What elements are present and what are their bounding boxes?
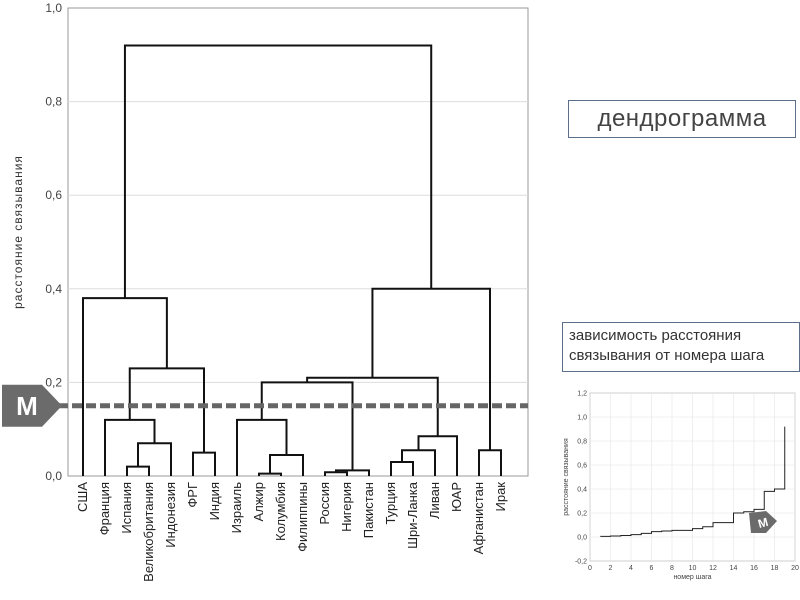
dendrogram-y-axis-label: расстояние связывания <box>11 155 25 309</box>
dendrogram-leaf-label: Франция <box>97 482 112 535</box>
mini-y-axis-label: расстояние связывания <box>563 438 570 516</box>
dendrogram-leaf-label: Индия <box>207 482 222 520</box>
dendrogram-plot-frame <box>67 7 529 477</box>
dendrogram-leaf-labels: США Франция Испания Великобритания Индонезия… <box>75 481 508 582</box>
dendrogram-y-ticks: 0,0 0,2 0,4 0,6 0,8 1,0 <box>45 1 62 483</box>
dependency-caption-line1: зависимость расстояния <box>569 327 742 344</box>
mini-marker-icon: М <box>749 511 777 533</box>
dendrogram-leaf-label: ФРГ <box>185 482 200 508</box>
dendrogram-y-tick-label: 0,0 <box>45 469 62 483</box>
mini-gridlines <box>589 392 796 562</box>
dendrogram-leaf-label: Россия <box>317 482 332 525</box>
mini-y-tick-label: 0,2 <box>577 511 587 518</box>
dendrogram-leaf-label: ЮАР <box>449 482 464 512</box>
linkage-step-chart: 0 2 4 6 8 10 12 14 16 18 20 -0,2 0,0 0,2 0,4 0,6 0,8 1,0… <box>563 391 799 582</box>
dendrogram-leaf-label: Алжир <box>251 482 266 521</box>
mini-y-ticks: -0,2 0,0 0,2 0,4 0,6 0,8 1,0 1,2 <box>575 391 587 566</box>
mini-x-tick-label: 10 <box>689 565 697 572</box>
mini-x-tick-label: 4 <box>629 565 633 572</box>
mini-x-tick-label: 14 <box>730 565 738 572</box>
dendrogram-link <box>123 44 433 299</box>
cut-marker-letter: М <box>16 391 38 421</box>
mini-y-tick-label: 0,4 <box>577 487 587 494</box>
dendrogram-leaf-label: Израиль <box>229 482 244 534</box>
mini-marker-shape <box>749 511 777 533</box>
mini-y-tick-label: 0,8 <box>577 439 587 446</box>
dendrogram-title-box: дендрограмма <box>568 100 796 138</box>
cut-level-marker: М <box>2 384 528 427</box>
mini-x-tick-label: 12 <box>709 565 717 572</box>
dendrogram-leaf-label: Ирак <box>493 482 508 512</box>
mini-x-tick-label: 2 <box>609 565 613 572</box>
dendrogram-leaf-label: Нигерия <box>339 482 354 532</box>
dendrogram-leaf-label: Афганистан <box>471 482 486 554</box>
dendrogram-y-tick-label: 0,6 <box>45 188 62 202</box>
mini-x-tick-label: 20 <box>791 565 799 572</box>
mini-series-line <box>600 426 786 537</box>
mini-y-tick-label: 0,0 <box>577 535 587 542</box>
mini-x-tick-label: 0 <box>588 565 592 572</box>
mini-marker-letter: М <box>756 515 769 531</box>
dendrogram-y-tick-label: 1,0 <box>45 1 62 15</box>
mini-x-ticks: 0 2 4 6 8 10 12 14 16 18 20 <box>588 565 799 572</box>
dendrogram-leaf-label: Испания <box>119 482 134 534</box>
mini-y-tick-label: 0,6 <box>577 463 587 470</box>
dendrogram-leaf-label: Шри-Ланка <box>405 481 420 549</box>
dendrogram-leaf-label: Ливан <box>427 482 442 519</box>
mini-y-tick-label: 1,0 <box>577 415 587 422</box>
mini-x-tick-label: 18 <box>771 565 779 572</box>
mini-y-tick-label: 1,2 <box>577 391 587 398</box>
dendrogram-leaf-label: Турция <box>383 482 398 525</box>
mini-x-axis-label: номер шага <box>673 574 711 581</box>
dendrogram-leaf-label: Филиппины <box>295 482 310 552</box>
mini-x-tick-label: 6 <box>650 565 654 572</box>
mini-y-tick-label: -0,2 <box>575 559 587 566</box>
dependency-caption-box: зависимость расстояния связывания от ном… <box>562 322 800 372</box>
dendrogram-links <box>82 44 502 476</box>
dendrogram-leaf-label: США <box>75 482 90 512</box>
dendrogram-y-tick-label: 0,4 <box>45 282 62 296</box>
dependency-caption-line2: связывания от номера шага <box>569 347 765 364</box>
dendrogram-y-tick-label: 0,8 <box>45 95 62 109</box>
dendrogram-leaf-label: Пакистан <box>361 482 376 538</box>
dendrogram-leaf-label: Колумбия <box>273 482 288 541</box>
dendrogram-leaf-label: Индонезия <box>163 482 178 548</box>
dendrogram-leaf-label: Великобритания <box>141 482 156 582</box>
dendrogram-chart: 0,0 0,2 0,4 0,6 0,8 1,0 США Франция Испания Вели… <box>11 1 529 582</box>
dendrogram-title: дендрограмма <box>597 105 767 132</box>
dendrogram-y-tick-label: 0,2 <box>45 375 62 389</box>
cut-arrow-icon <box>2 384 62 427</box>
mini-x-tick-label: 16 <box>750 565 758 572</box>
mini-x-tick-label: 8 <box>670 565 674 572</box>
